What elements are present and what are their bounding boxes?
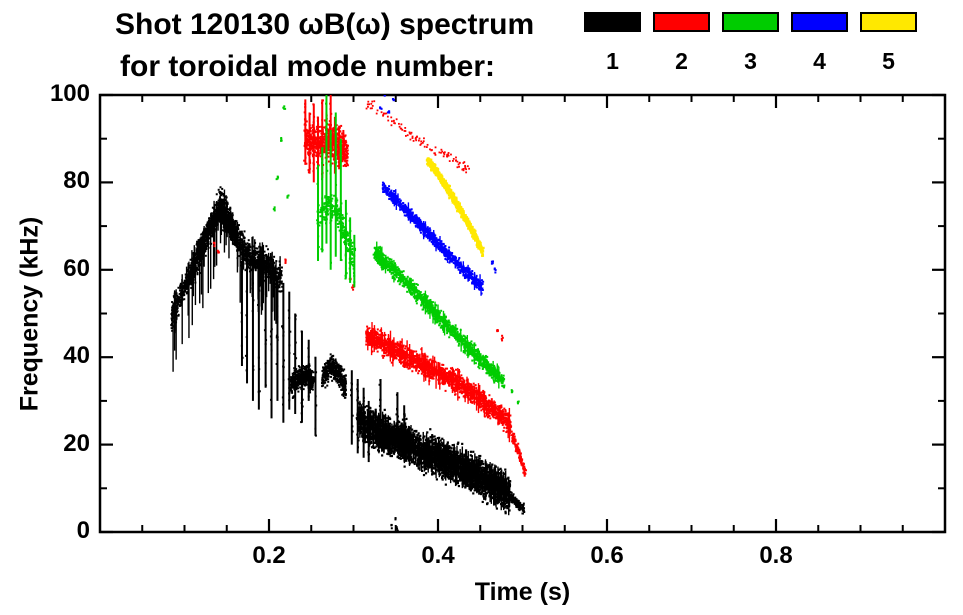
chart-title-line1: Shot 120130 ωB(ω) spectrum (115, 8, 535, 41)
legend-swatch-row (584, 12, 917, 32)
legend-label-n3: 3 (744, 48, 757, 74)
y-tick-label: 80 (63, 167, 90, 195)
chart-title-line2: for toroidal mode number: (120, 50, 495, 83)
y-tick-label: 60 (63, 254, 90, 282)
x-tick-label: 0.4 (421, 542, 455, 569)
legend-label-n1: 1 (606, 48, 619, 74)
legend-swatch-n4 (791, 12, 848, 32)
x-tick-label: 0.2 (252, 542, 286, 569)
y-tick-label: 100 (49, 80, 90, 107)
legend-swatch-n1 (584, 12, 641, 32)
legend-swatch-n3 (722, 12, 779, 32)
legend-number-row: 1 2 3 4 5 (584, 48, 917, 75)
x-axis-label: Time (s) (474, 578, 571, 606)
y-tick-label: 40 (63, 342, 90, 370)
legend-label-n4: 4 (813, 48, 826, 74)
legend: 1 2 3 4 5 (584, 12, 917, 75)
y-axis-label: Frequency (kHz) (15, 216, 44, 411)
legend-label-n5: 5 (882, 48, 895, 74)
x-tick-label: 0.6 (590, 542, 624, 569)
x-tick-label: 0.8 (759, 542, 793, 569)
y-tick-label: 20 (63, 429, 90, 457)
y-tick-label: 0 (76, 517, 90, 544)
legend-swatch-n2 (653, 12, 710, 32)
legend-swatch-n5 (860, 12, 917, 32)
legend-label-n2: 2 (675, 48, 688, 74)
